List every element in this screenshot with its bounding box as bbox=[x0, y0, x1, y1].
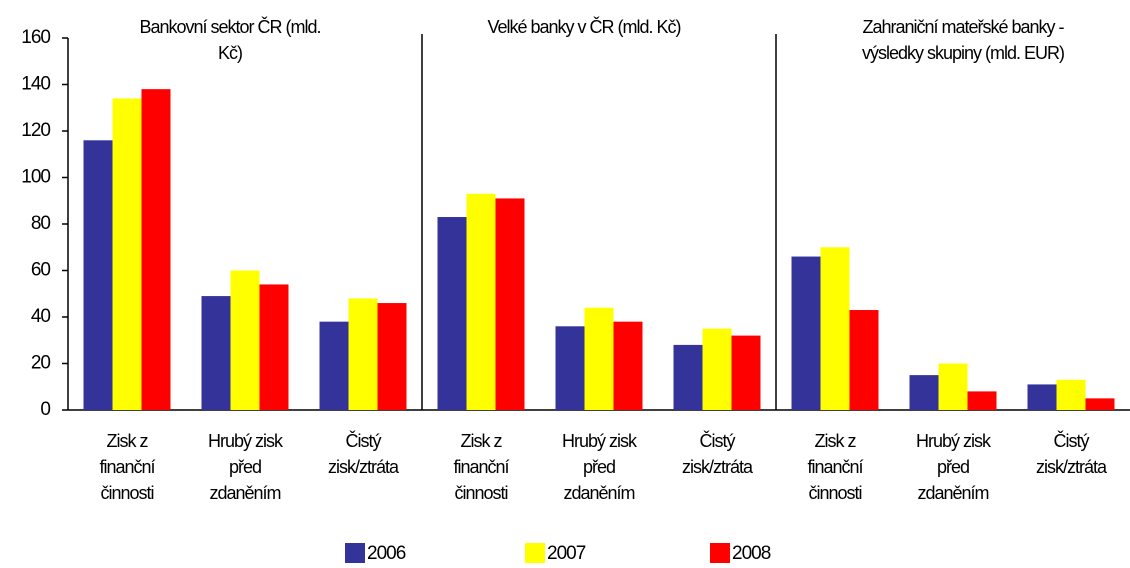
x-tick-label: Čistý zisk/ztráta bbox=[1035, 431, 1107, 477]
y-tick-label: 100 bbox=[21, 167, 50, 188]
y-tick-label: 120 bbox=[21, 120, 50, 141]
legend-label: 2007 bbox=[547, 543, 586, 564]
bar bbox=[967, 391, 997, 410]
x-tick-label: Hrubý zisk před zdaněním bbox=[207, 431, 283, 503]
bar bbox=[702, 328, 732, 410]
bar bbox=[377, 303, 407, 410]
x-tick-label: Zisk z finanční činnosti bbox=[807, 431, 863, 503]
x-tick-label: Hrubý zisk před zdaněním bbox=[561, 431, 637, 503]
group-annotation: Zahraniční mateřské banky - výsledky sku… bbox=[861, 17, 1065, 63]
y-tick-label: 60 bbox=[31, 260, 51, 281]
bar bbox=[83, 140, 113, 411]
bar bbox=[348, 298, 378, 410]
bar bbox=[849, 310, 879, 410]
legend-label: 2008 bbox=[732, 543, 771, 564]
legend-swatch bbox=[710, 543, 730, 563]
bar bbox=[112, 98, 142, 410]
bar bbox=[1085, 398, 1115, 410]
bar bbox=[466, 193, 496, 410]
x-tick-label: Zisk z finanční činnosti bbox=[99, 431, 155, 503]
bar bbox=[437, 217, 467, 410]
bar bbox=[820, 247, 850, 410]
bar bbox=[938, 363, 968, 410]
bar bbox=[1056, 379, 1086, 410]
bar bbox=[613, 321, 643, 410]
bar bbox=[201, 296, 231, 410]
bar bbox=[731, 335, 761, 410]
y-tick-label: 80 bbox=[31, 213, 51, 234]
legend-label: 2006 bbox=[367, 543, 406, 564]
bar bbox=[230, 270, 260, 410]
x-tick-label: Čistý zisk/ztráta bbox=[681, 431, 753, 477]
group-annotation: Bankovní sektor ČR (mld. Kč) bbox=[139, 17, 321, 63]
x-tick-label: Zisk z finanční činnosti bbox=[453, 431, 509, 503]
bar bbox=[555, 326, 585, 410]
x-tick-label: Čistý zisk/ztráta bbox=[327, 431, 399, 477]
y-tick-label: 160 bbox=[21, 27, 50, 48]
y-tick-label: 0 bbox=[40, 399, 50, 420]
x-tick-label: Hrubý zisk před zdaněním bbox=[915, 431, 991, 503]
bar bbox=[673, 344, 703, 410]
bar bbox=[319, 321, 349, 410]
legend-swatch bbox=[525, 543, 545, 563]
group-annotation: Velké banky v ČR (mld. Kč) bbox=[487, 17, 681, 37]
bar bbox=[909, 375, 939, 410]
bar bbox=[259, 284, 289, 410]
bar bbox=[791, 256, 821, 410]
legend-swatch bbox=[345, 543, 365, 563]
bar bbox=[495, 198, 525, 410]
bar bbox=[1027, 384, 1057, 410]
bar bbox=[141, 89, 171, 411]
y-tick-label: 140 bbox=[21, 74, 50, 95]
bar bbox=[584, 307, 614, 410]
y-tick-label: 20 bbox=[31, 353, 51, 374]
y-tick-label: 40 bbox=[31, 306, 51, 327]
